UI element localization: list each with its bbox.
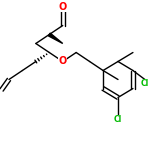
Text: O: O xyxy=(59,57,67,66)
Text: O: O xyxy=(59,2,67,12)
Polygon shape xyxy=(48,33,63,43)
Text: Cl: Cl xyxy=(114,116,122,124)
Text: Cl: Cl xyxy=(141,80,149,88)
